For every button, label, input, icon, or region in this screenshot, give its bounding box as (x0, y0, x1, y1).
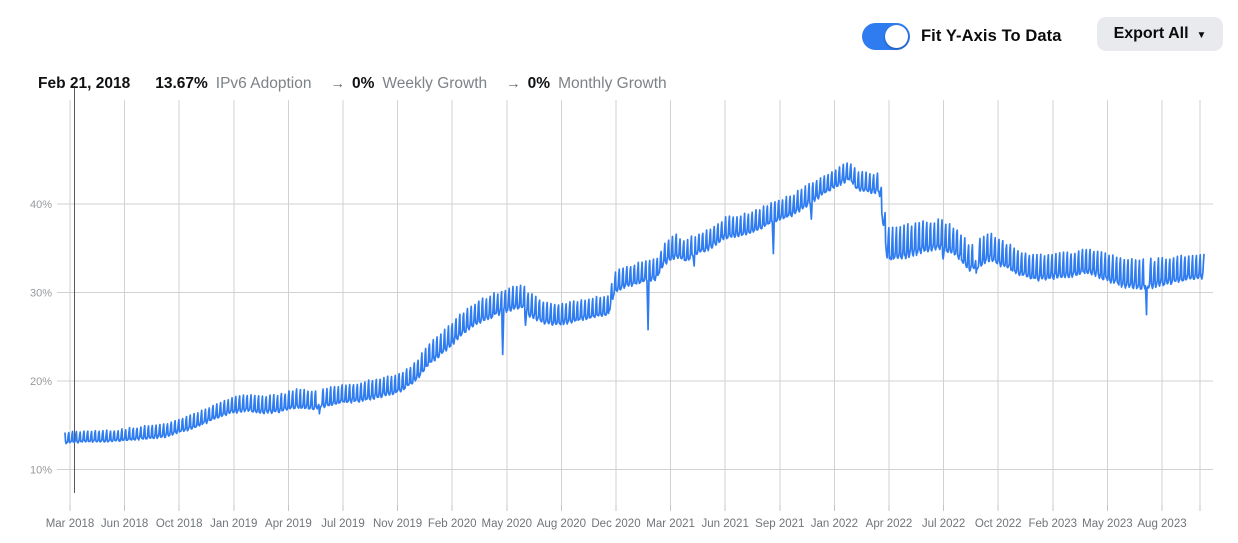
y-axis-tick-label: 40% (30, 199, 52, 211)
readout-date: Feb 21, 2018 (38, 75, 131, 92)
x-axis-tick-label: Jan 2022 (811, 518, 858, 530)
readout-weekly-value: 0% (351, 75, 375, 92)
arrow-right-icon: → (330, 76, 345, 92)
x-axis-tick-label: Apr 2019 (265, 518, 312, 530)
x-axis-tick-label: Jul 2019 (321, 518, 364, 530)
readout-monthly-value: 0% (527, 75, 551, 92)
y-axis-tick-label: 10% (30, 465, 52, 477)
readout-adoption-label: IPv6 Adoption (215, 75, 312, 92)
x-axis-tick-label: Aug 2023 (1137, 518, 1186, 530)
x-axis-tick-label: Aug 2020 (537, 518, 586, 530)
fit-y-axis-toggle[interactable] (862, 23, 910, 50)
x-axis-tick-label: Jan 2019 (210, 518, 257, 530)
x-axis-tick-label: Oct 2018 (156, 518, 203, 530)
x-axis-tick-label: Feb 2020 (428, 518, 477, 530)
ipv6-adoption-line (64, 162, 1205, 445)
x-axis-tick-label: May 2023 (1082, 518, 1133, 530)
y-axis-tick-label: 20% (30, 376, 52, 388)
x-axis-tick-label: Feb 2023 (1028, 518, 1077, 530)
readout-weekly-label: Weekly Growth (382, 75, 488, 92)
readout-adoption-value: 13.67% (155, 75, 208, 92)
export-all-button[interactable]: Export All ▼ (1097, 17, 1223, 51)
arrow-right-icon: → (506, 76, 521, 92)
x-axis-tick-label: Jun 2018 (101, 518, 148, 530)
fit-y-axis-toggle-label: Fit Y-Axis To Data (921, 27, 1062, 45)
x-axis-tick-label: Sep 2021 (755, 518, 804, 530)
x-axis-tick-label: Nov 2019 (373, 518, 422, 530)
hover-readout: Feb 21, 2018 13.67% IPv6 Adoption → 0% W… (38, 75, 667, 93)
x-axis-tick-label: Apr 2022 (866, 518, 913, 530)
x-axis-tick-label: Jul 2022 (922, 518, 965, 530)
x-axis-tick-label: Dec 2020 (591, 518, 640, 530)
export-all-label: Export All (1113, 25, 1189, 42)
x-axis-tick-label: Oct 2022 (975, 518, 1022, 530)
x-axis-tick-label: May 2020 (482, 518, 533, 530)
chevron-down-icon: ▼ (1196, 29, 1207, 41)
y-axis-tick-label: 30% (30, 288, 52, 300)
x-axis-tick-label: Mar 2021 (646, 518, 695, 530)
x-axis-tick-label: Jun 2021 (702, 518, 749, 530)
readout-monthly-label: Monthly Growth (558, 75, 667, 92)
toggle-knob (885, 25, 908, 48)
x-axis-tick-label: Mar 2018 (46, 518, 95, 530)
